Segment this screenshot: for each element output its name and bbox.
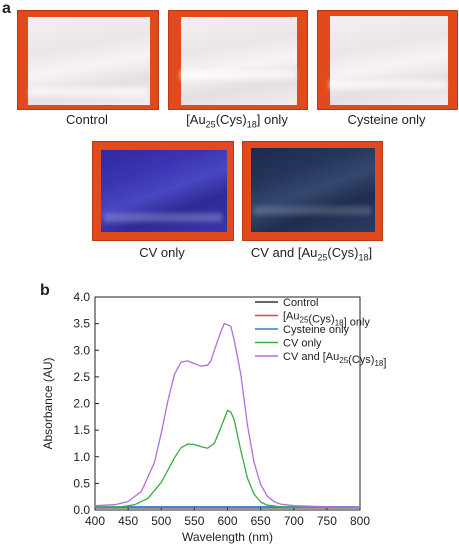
photo-au-only bbox=[168, 10, 308, 110]
absorbance-chart: 400 450 500 550 600 650 700 750 800 0.0 0.5 1.0 1.5 2… bbox=[41, 290, 386, 544]
caption-cv-only: CV only bbox=[139, 245, 185, 260]
y-tick-label: 2.0 bbox=[73, 397, 90, 411]
y-axis-label: Absorbance (AU) bbox=[41, 357, 55, 449]
photo-control bbox=[17, 10, 159, 110]
series-line-cv_only bbox=[94, 409, 360, 508]
y-tick-label: 1.5 bbox=[73, 423, 90, 437]
panel-b-letter: b bbox=[40, 282, 50, 299]
x-tick-label: 500 bbox=[151, 514, 171, 528]
y-tick-label: 3.5 bbox=[73, 317, 90, 331]
legend-entry: Control bbox=[283, 297, 318, 309]
y-tick-label: 4.0 bbox=[73, 290, 90, 304]
photo-cv-only bbox=[92, 141, 234, 241]
x-tick-label: 600 bbox=[217, 514, 237, 528]
x-tick-label: 550 bbox=[184, 514, 204, 528]
x-tick-label: 400 bbox=[85, 514, 105, 528]
photo-cysteine-only bbox=[317, 10, 458, 110]
x-tick-label: 800 bbox=[350, 514, 370, 528]
caption-au-only: [Au25(Cys)18] only bbox=[186, 112, 288, 130]
series-line-cv_and_au bbox=[94, 322, 361, 508]
chart-axes: 400 450 500 550 600 650 700 750 800 0.0 0.5 1.0 1.5 2… bbox=[41, 290, 370, 544]
caption-cv-and-au: CV and [Au25(Cys)18] bbox=[250, 245, 373, 263]
x-tick-label: 450 bbox=[118, 514, 138, 528]
x-tick-label: 700 bbox=[284, 514, 304, 528]
caption-cysteine-only: Cysteine only bbox=[347, 112, 426, 127]
photo-cv-and-au bbox=[242, 141, 383, 241]
legend-entry: Cysteine only bbox=[283, 324, 350, 336]
x-axis-label: Wavelength (nm) bbox=[182, 530, 273, 544]
legend-entry: CV only bbox=[283, 338, 322, 350]
y-tick-label: 0.5 bbox=[73, 476, 90, 490]
y-tick-label: 1.0 bbox=[73, 450, 90, 464]
legend-entry: [Au25(Cys)18] only bbox=[283, 311, 370, 329]
x-tick-label: 750 bbox=[317, 514, 337, 528]
x-tick-label: 650 bbox=[251, 514, 271, 528]
y-tick-label: 2.5 bbox=[73, 370, 90, 384]
y-tick-label: 0.0 bbox=[73, 503, 90, 517]
chart-lines bbox=[94, 322, 361, 509]
legend-entry: CV and [Au25(Cys)18] bbox=[283, 351, 386, 369]
panel-a-letter: a bbox=[2, 0, 11, 17]
y-tick-label: 3.0 bbox=[73, 343, 90, 357]
caption-control: Control bbox=[66, 112, 108, 127]
